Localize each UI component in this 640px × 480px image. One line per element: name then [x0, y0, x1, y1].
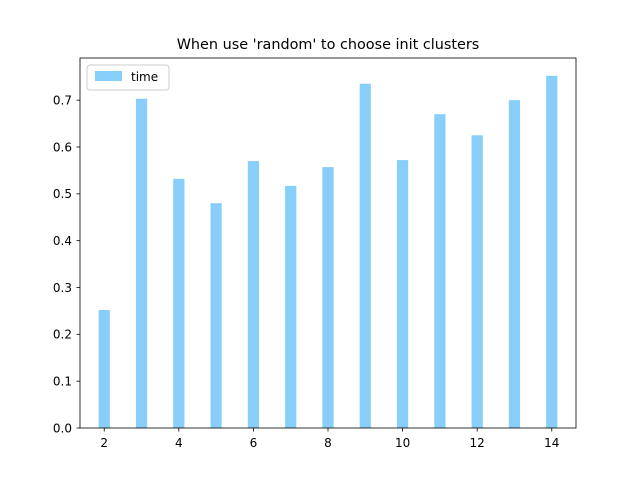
legend: time: [86, 64, 170, 91]
bar-13: [508, 100, 521, 429]
bar-3: [135, 98, 148, 428]
bar-9: [359, 83, 371, 428]
bar-5: [210, 203, 222, 428]
x-tick-label: 10: [395, 436, 410, 450]
x-tick-label: 2: [100, 436, 108, 450]
y-tick-label: 0.5: [53, 187, 72, 201]
bar-12: [471, 135, 483, 428]
x-axis: 2 4 6 8 10 12 14: [100, 428, 559, 450]
y-axis: 0.0 0.1 0.2 0.3 0.4 0.5 0.6 0.7: [53, 93, 80, 435]
legend-swatch: [95, 71, 122, 81]
bar-14: [546, 75, 558, 429]
bar-7: [285, 185, 297, 428]
legend-label: time: [131, 70, 158, 84]
x-tick-label: 4: [175, 436, 183, 450]
y-tick-label: 0.4: [53, 234, 72, 248]
y-tick-label: 0.1: [53, 374, 72, 388]
x-tick-label: 14: [544, 436, 559, 450]
y-tick-label: 0.0: [53, 421, 72, 435]
bar-2: [98, 309, 110, 428]
y-tick-label: 0.7: [53, 93, 72, 107]
bar-10: [396, 160, 409, 428]
x-tick-label: 12: [470, 436, 485, 450]
y-tick-label: 0.6: [53, 140, 72, 154]
x-tick-label: 8: [324, 436, 332, 450]
bar-11: [434, 114, 446, 428]
bar-4: [173, 178, 185, 428]
bars-group: [98, 75, 558, 429]
bar-6: [247, 161, 260, 429]
chart-title: When use 'random' to choose init cluster…: [177, 37, 480, 53]
x-tick-label: 6: [250, 436, 258, 450]
y-tick-label: 0.2: [53, 328, 72, 342]
bar-8: [322, 167, 334, 428]
y-tick-label: 0.3: [53, 281, 72, 295]
